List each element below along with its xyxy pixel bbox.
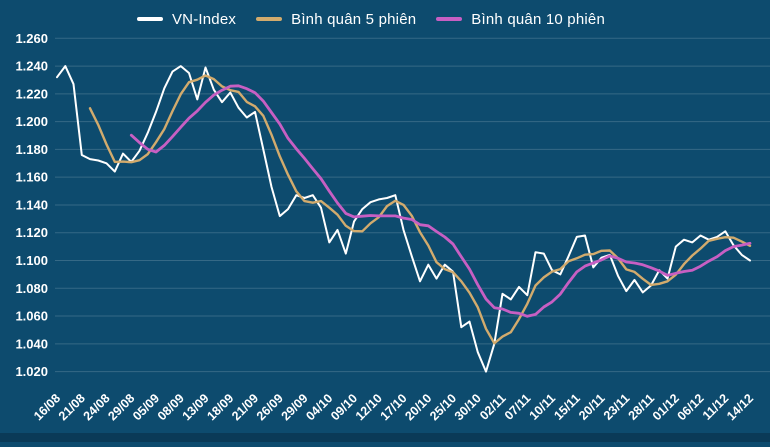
x-tick-label: 10/11 [527,391,559,423]
legend-item-vn-index[interactable]: VN-Index [136,10,237,28]
x-tick-label: 07/11 [502,391,534,423]
x-tick-label: 08/09 [155,391,187,423]
y-tick-label: 1.260 [15,31,48,46]
x-tick-label: 26/09 [254,391,286,423]
y-tick-label: 1.160 [15,170,48,185]
y-tick-label: 1.140 [15,197,48,212]
x-tick-label: 09/10 [328,391,360,423]
x-tick-label: 12/10 [353,391,385,423]
x-tick-label: 21/09 [229,391,261,423]
x-tick-label: 29/09 [279,391,311,423]
legend-label-ma5: Bình quân 5 phiên [291,10,417,28]
legend-label-ma10: Bình quân 10 phiên [471,10,606,28]
x-tick-label: 24/08 [81,391,113,423]
series-line-bình-quân-5-phiên [88,74,752,345]
chart-legend: VN-Index Bình quân 5 phiên Bình quân 10 … [0,6,742,32]
x-tick-label: 18/09 [204,391,236,423]
x-tick-label: 25/10 [427,391,459,423]
x-tick-label: 16/08 [31,391,63,423]
x-tick-label: 17/10 [378,391,410,423]
series-line-vn-index [56,65,751,373]
x-tick-label: 20/11 [576,391,608,423]
ma5-swatch-icon [256,17,283,21]
x-tick-label: 28/11 [626,391,658,423]
x-tick-label: 29/08 [105,391,137,423]
vn-index-swatch-icon [136,17,163,21]
x-tick-label: 01/12 [650,391,682,423]
x-tick-label: 21/08 [56,391,88,423]
y-tick-label: 1.020 [15,364,48,379]
legend-item-ma10[interactable]: Bình quân 10 phiên [436,11,605,28]
y-tick-label: 1.240 [15,59,48,74]
ma10-swatch-icon [436,17,463,21]
y-tick-label: 1.100 [15,253,48,268]
x-tick-label: 13/09 [180,391,212,423]
x-tick-label: 30/10 [452,391,484,423]
y-tick-label: 1.040 [15,336,48,351]
y-tick-label: 1.080 [15,281,48,296]
x-tick-label: 11/12 [700,391,732,423]
series-line-bình-quân-10-phiên [129,84,752,318]
y-tick-label: 1.060 [15,309,48,324]
legend-label-vn-index: VN-Index [171,10,237,28]
y-tick-label: 1.120 [15,225,48,240]
gridlines [55,37,770,373]
legend-item-ma5[interactable]: Bình quân 5 phiên [256,11,416,28]
bottom-bar [0,433,770,442]
x-tick-label: 04/10 [303,391,335,423]
x-tick-label: 05/09 [130,391,162,423]
x-tick-label: 20/10 [402,391,434,423]
x-axis-labels: 16/0821/0824/0829/0805/0908/0913/0918/09… [31,391,756,423]
x-tick-label: 06/12 [675,391,707,423]
series-lines [56,65,752,373]
y-tick-label: 1.180 [15,142,48,157]
x-tick-label: 15/11 [551,391,583,423]
x-tick-label: 23/11 [601,391,633,423]
y-tick-label: 1.220 [15,86,48,101]
y-tick-label: 1.200 [15,114,48,129]
x-tick-label: 14/12 [724,391,756,423]
y-axis-labels: 1.260 1.240 1.220 1.200 1.180 1.160 1.140 1.120… [15,31,48,379]
x-tick-label: 02/11 [477,391,509,423]
